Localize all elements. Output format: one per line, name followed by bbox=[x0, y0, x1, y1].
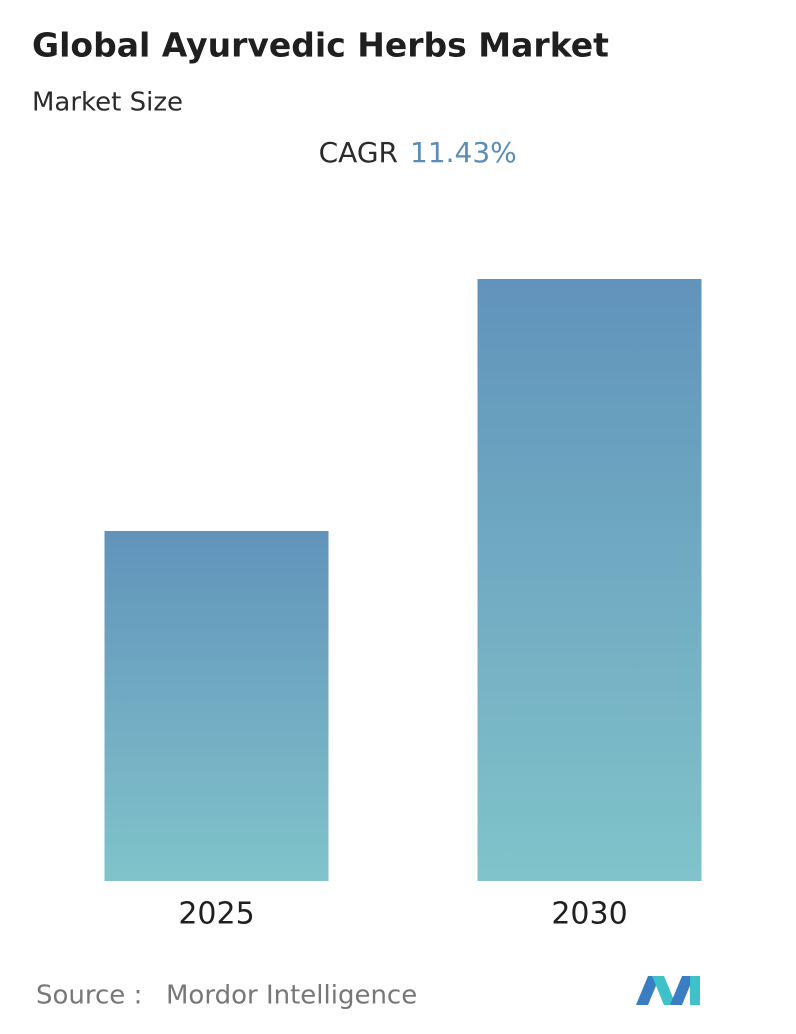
logo-part bbox=[690, 976, 700, 1005]
source-label: Source : bbox=[36, 981, 142, 1011]
logo bbox=[636, 976, 700, 1005]
bar bbox=[104, 531, 329, 881]
x-tick-label: 2030 bbox=[551, 897, 627, 932]
logo-part bbox=[670, 976, 694, 1005]
cagr-label: CAGR bbox=[319, 136, 398, 169]
cagr-value: 11.43% bbox=[410, 136, 517, 169]
chart-subtitle: Market Size bbox=[32, 88, 183, 118]
bar bbox=[477, 279, 702, 881]
chart-title: Global Ayurvedic Herbs Market bbox=[32, 26, 609, 65]
x-tick-label: 2025 bbox=[178, 897, 254, 932]
logo-part bbox=[652, 976, 676, 1005]
logo-part bbox=[636, 976, 660, 1005]
source: Mordor Intelligence bbox=[166, 981, 417, 1011]
